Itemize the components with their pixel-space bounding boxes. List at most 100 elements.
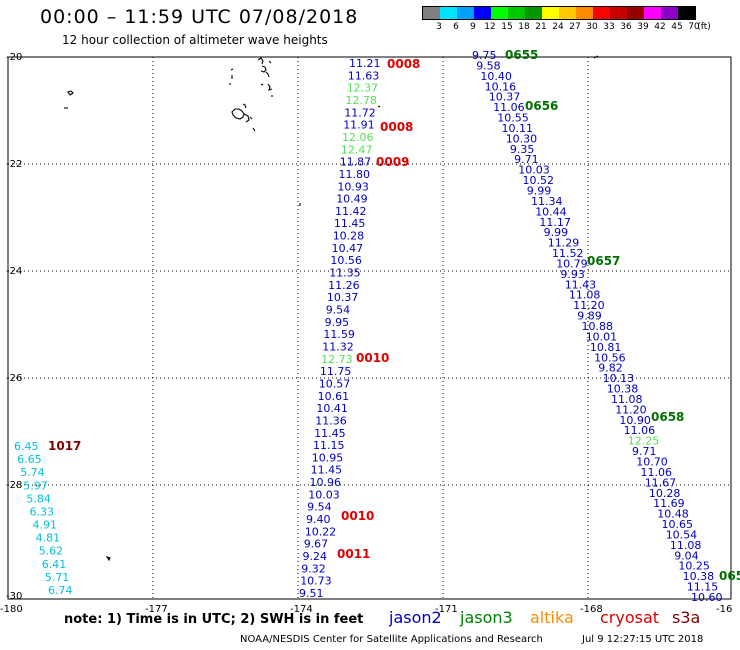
pass-time-label: 0656 bbox=[525, 99, 558, 113]
wave-height-value: 11.80 bbox=[339, 168, 371, 181]
wave-height-value: 9.54 bbox=[326, 304, 351, 317]
wave-height-value: 10.88 bbox=[582, 320, 614, 333]
wave-height-value: 11.87 bbox=[340, 156, 372, 169]
pass-time-label: 0657 bbox=[587, 254, 620, 268]
color-swatch bbox=[627, 7, 644, 19]
wave-height-value: 12.37 bbox=[347, 82, 379, 95]
lat-lon-grid bbox=[8, 57, 731, 599]
color-scale-label: 21 bbox=[535, 22, 547, 32]
wave-height-value: 9.58 bbox=[476, 59, 501, 72]
wave-height-value: 9.32 bbox=[301, 562, 326, 575]
color-swatch bbox=[610, 7, 627, 19]
color-swatch bbox=[661, 7, 678, 19]
wave-height-value: 11.35 bbox=[329, 267, 361, 280]
wave-height-value: 11.06 bbox=[641, 466, 673, 479]
wave-height-value: 12.78 bbox=[346, 94, 378, 107]
island-outlines bbox=[64, 55, 599, 562]
pass-time-label: 0010 bbox=[341, 509, 374, 523]
color-scale-label: 45 bbox=[671, 22, 683, 32]
axis-ticks: -180 -177 -174 -171 -168 -16 -20 -22 -24 -26 -28 -3… bbox=[0, 52, 732, 615]
wave-height-value: 11.69 bbox=[653, 497, 685, 510]
wave-height-value: 11.45 bbox=[334, 217, 366, 230]
wave-height-value: 5.71 bbox=[45, 571, 70, 584]
wave-height-value: 10.93 bbox=[337, 180, 369, 193]
wave-height-value: 10.73 bbox=[300, 575, 332, 588]
satellite-name: cryosat bbox=[600, 608, 660, 627]
color-swatch bbox=[457, 7, 474, 19]
wave-height-value: 4.91 bbox=[33, 519, 58, 532]
color-scale-label: 70 bbox=[688, 22, 700, 32]
wave-height-value: 9.71 bbox=[632, 445, 657, 458]
color-swatch bbox=[474, 7, 491, 19]
wave-height-value: 9.99 bbox=[527, 185, 552, 198]
color-scale-bar bbox=[422, 6, 696, 20]
wave-height-value: 11.15 bbox=[313, 439, 345, 452]
wave-height-value: 11.91 bbox=[343, 119, 375, 132]
color-scale-label: 12 bbox=[484, 22, 496, 32]
pass-time-label: 0008 bbox=[380, 120, 413, 134]
wave-height-value: 10.16 bbox=[485, 80, 516, 93]
map-title: 00:00 – 11:59 UTC 07/08/2018 bbox=[40, 6, 359, 28]
color-scale-label: 18 bbox=[518, 22, 530, 32]
color-swatch bbox=[440, 7, 457, 19]
wave-height-value: 10.57 bbox=[319, 378, 351, 391]
wave-height-value: 11.29 bbox=[548, 237, 580, 250]
wave-height-value: 10.56 bbox=[594, 351, 626, 364]
color-swatch bbox=[423, 7, 440, 19]
wave-height-value: 10.81 bbox=[590, 341, 622, 354]
wave-height-readings: 11.2111.6312.3712.7811.7211.9112.0612.47… bbox=[14, 49, 723, 604]
wave-height-value: 9.95 bbox=[325, 316, 350, 329]
map-frame bbox=[7, 56, 732, 600]
color-swatch bbox=[525, 7, 542, 19]
wave-height-value: 9.35 bbox=[510, 143, 535, 156]
wave-height-value: 9.93 bbox=[560, 268, 585, 281]
wave-height-value: 10.44 bbox=[535, 205, 567, 218]
color-swatch bbox=[593, 7, 610, 19]
wave-height-value: 9.75 bbox=[472, 49, 497, 62]
wave-height-value: 10.40 bbox=[480, 70, 512, 83]
wave-height-value: 9.67 bbox=[304, 538, 329, 551]
wave-height-value: 10.79 bbox=[556, 258, 588, 271]
longitude-label: -171 bbox=[435, 604, 458, 615]
latitude-label: -20 bbox=[6, 52, 22, 63]
wave-height-value: 10.54 bbox=[666, 529, 698, 542]
color-scale-label: 3 bbox=[436, 22, 442, 32]
wave-height-value: 10.28 bbox=[333, 230, 365, 243]
wave-height-value: 10.61 bbox=[318, 390, 350, 403]
wave-height-value: 9.04 bbox=[674, 549, 699, 562]
color-swatch bbox=[644, 7, 661, 19]
wave-height-value: 9.89 bbox=[577, 310, 602, 323]
wave-height-value: 11.21 bbox=[349, 57, 381, 70]
wave-height-value: 11.42 bbox=[335, 205, 367, 218]
wave-height-value: 5.74 bbox=[20, 466, 45, 479]
color-scale-label: (ft) bbox=[697, 22, 711, 32]
wave-height-value: 11.17 bbox=[539, 216, 571, 229]
color-scale-label: 39 bbox=[637, 22, 649, 32]
wave-height-value: 10.03 bbox=[518, 164, 550, 177]
wave-height-value: 9.40 bbox=[306, 513, 331, 526]
wave-height-value: 10.95 bbox=[312, 451, 344, 464]
wave-height-value: 10.37 bbox=[327, 291, 359, 304]
color-swatch bbox=[559, 7, 576, 19]
satellite-name: jason2 bbox=[389, 608, 442, 627]
wave-height-value: 5.84 bbox=[26, 492, 51, 505]
wave-height-value: 10.11 bbox=[502, 122, 534, 135]
wave-height-value: 10.70 bbox=[636, 456, 668, 469]
wave-height-value: 11.15 bbox=[687, 581, 719, 594]
wave-height-value: 11.06 bbox=[493, 101, 524, 114]
color-scale-label: 9 bbox=[470, 22, 476, 32]
wave-height-value: 9.54 bbox=[307, 501, 332, 514]
wave-height-value: 6.45 bbox=[14, 440, 39, 453]
wave-height-value: 11.08 bbox=[670, 539, 702, 552]
wave-height-value: 10.38 bbox=[683, 570, 715, 583]
color-scale-labels: 3 6 9 12 15 18 21 24 27 30 33 36 39 42 45 70 (ft) bbox=[422, 20, 711, 32]
wave-height-value: 10.52 bbox=[523, 174, 555, 187]
wave-height-value: 10.41 bbox=[316, 402, 348, 415]
wave-height-value: 9.24 bbox=[303, 550, 328, 563]
latitude-label: -30 bbox=[6, 591, 22, 602]
wave-height-value: 9.82 bbox=[598, 362, 623, 375]
longitude-label: -177 bbox=[145, 604, 168, 615]
wave-height-value: 4.81 bbox=[36, 532, 61, 545]
wave-height-value: 6.74 bbox=[48, 584, 73, 597]
